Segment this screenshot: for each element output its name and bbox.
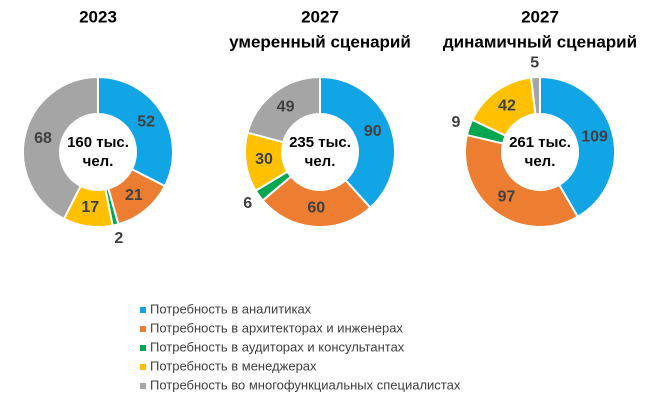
value-label: 5 xyxy=(530,54,539,71)
center-label: чел. xyxy=(525,153,556,170)
center-label: 235 тыс. xyxy=(289,134,351,151)
legend-swatch xyxy=(140,307,146,313)
donut-segment xyxy=(319,75,396,210)
value-label: 52 xyxy=(137,114,155,131)
value-label: 109 xyxy=(581,128,608,145)
value-label: 97 xyxy=(498,189,516,206)
legend-label: Потребность в архитекторах и инженерах xyxy=(150,320,403,335)
center-label: чел. xyxy=(305,153,336,170)
value-label: 21 xyxy=(125,187,143,204)
donut-segment xyxy=(97,75,174,188)
center-label: 261 тыс. xyxy=(509,134,571,151)
legend-label: Потребность в менеджерах xyxy=(150,358,317,373)
donut-segment xyxy=(22,75,99,221)
donut-segment xyxy=(261,175,372,228)
donut-segment xyxy=(529,75,541,116)
legend-swatch xyxy=(140,383,146,389)
legend-label: Потребность в аудиторах и консультантах xyxy=(150,339,405,354)
donut-segment xyxy=(246,75,321,144)
value-label: 90 xyxy=(364,123,382,140)
chart-title: 2023 xyxy=(79,7,117,26)
value-label: 9 xyxy=(452,114,461,131)
center-label: 160 тыс. xyxy=(67,134,129,151)
value-label: 68 xyxy=(34,130,52,147)
chart-subtitle: динамичный сценарий xyxy=(443,32,637,51)
value-label: 6 xyxy=(243,195,252,212)
value-label: 49 xyxy=(277,98,295,115)
donut-segment xyxy=(539,75,616,219)
value-label: 2 xyxy=(114,230,123,247)
legend-swatch xyxy=(140,326,146,332)
value-label: 60 xyxy=(307,200,325,217)
donut-segment xyxy=(464,133,580,228)
legend-swatch xyxy=(140,364,146,370)
legend-label: Потребность во многофункциальных специал… xyxy=(150,377,461,392)
chart-subtitle: умеренный сценарий xyxy=(229,32,411,51)
value-label: 42 xyxy=(498,97,516,114)
center-label: чел. xyxy=(83,153,114,170)
chart-title: 2027 xyxy=(521,7,559,26)
legend-swatch xyxy=(140,345,146,351)
chart-title: 2027 xyxy=(301,7,339,26)
legend-label: Потребность в аналитиках xyxy=(150,301,312,316)
value-label: 17 xyxy=(81,199,99,216)
value-label: 30 xyxy=(255,151,273,168)
